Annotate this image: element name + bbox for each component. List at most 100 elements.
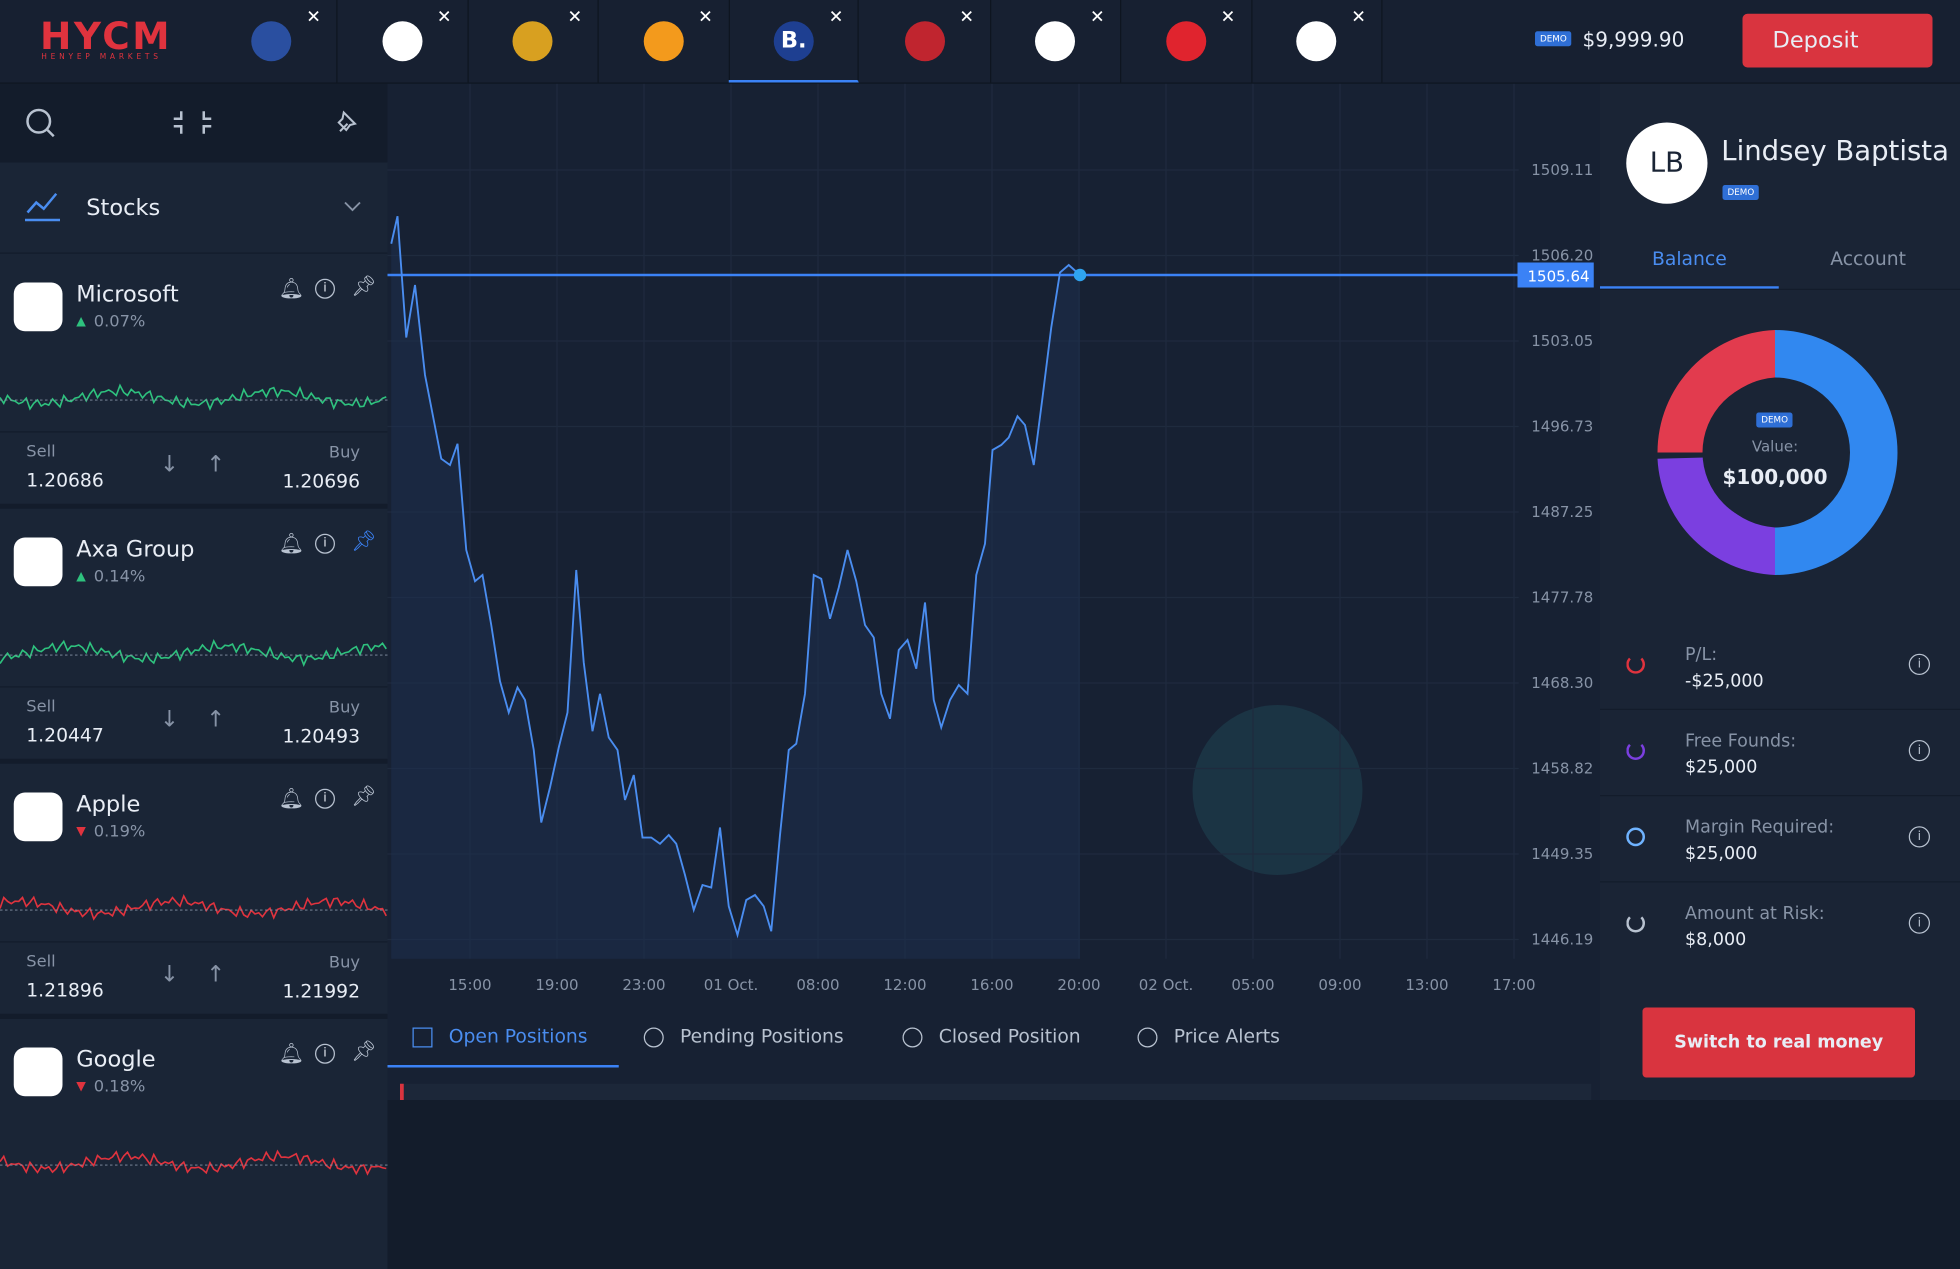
tab[interactable]: ✕ (598, 0, 730, 83)
alert-icon[interactable]: 🔔︎ (278, 786, 305, 810)
instrument-card[interactable]: Axa Group ▲ 0.14% Sell 1.20447 Buy 1.20493 ↓ ↑ 🔔︎… (0, 508, 388, 759)
logo: HYCM (40, 15, 173, 59)
tab-close[interactable]: ✕ (828, 7, 844, 28)
sell-price[interactable]: 1.20447 (26, 723, 104, 747)
sparkline (0, 383, 388, 411)
alert-icon[interactable]: 🔔︎ (278, 531, 305, 555)
tab-icon (412, 1027, 433, 1048)
pin-icon[interactable]: 📌︎ (351, 273, 377, 298)
current-price: 1505.64 (1528, 267, 1590, 285)
pin-icon[interactable]: 📌︎ (351, 783, 377, 808)
arrow-down: ↓ (160, 451, 179, 478)
tab-icon (643, 1027, 664, 1048)
donut-badge: DEMO (1756, 412, 1793, 428)
tab-icon (381, 21, 422, 62)
stat-value: $25,000 (1685, 757, 1758, 778)
buy-price[interactable]: 1.21992 (282, 980, 360, 1003)
tab[interactable]: B. ✕ (728, 0, 859, 83)
tab-icon (1035, 21, 1075, 62)
sell-price[interactable]: 1.21896 (26, 978, 104, 1002)
tab[interactable]: ✕ (859, 0, 991, 83)
balance[interactable]: $9,999.90 (1582, 27, 1685, 52)
bottom-tabs: Open Positions Pending Positions Closed Po… (387, 1015, 1601, 1068)
tab[interactable]: ✕ (206, 0, 338, 83)
alert-icon[interactable]: 🔔︎ (278, 276, 305, 300)
bottom-tab[interactable]: Price Alerts (1137, 1015, 1280, 1068)
buy-label: Buy (328, 443, 360, 463)
donut-segment (1775, 330, 1898, 575)
tab-close[interactable]: ✕ (959, 7, 975, 28)
info-icon[interactable]: i (315, 278, 335, 299)
y-label: 1477.78 (1531, 589, 1593, 607)
info-icon[interactable]: i (1908, 653, 1930, 675)
sell-label: Sell (26, 442, 56, 462)
instrument-name: Axa Group (76, 536, 195, 563)
tab-close[interactable]: ✕ (306, 7, 321, 28)
instrument-icon (13, 792, 63, 842)
chevron (344, 201, 361, 212)
buy-price[interactable]: 1.20696 (282, 470, 360, 493)
tab-close[interactable]: ✕ (1351, 7, 1366, 28)
tab-close[interactable]: ✕ (1220, 7, 1236, 28)
tab-icon (1296, 21, 1337, 62)
tab[interactable]: ✕ (468, 0, 599, 83)
stat-label: Amount at Risk: (1685, 903, 1825, 924)
info-icon[interactable]: i (1908, 826, 1930, 848)
alert-icon[interactable]: 🔔︎ (278, 1041, 305, 1065)
bottom-tab[interactable]: Open Positions (412, 1015, 588, 1068)
donut-value: $100,000 (1722, 465, 1828, 489)
instrument-card[interactable]: Google ▼ 0.18% 🔔︎ i 📌︎ (0, 1018, 388, 1269)
pin-icon[interactable]: 📌︎ (351, 1038, 377, 1063)
buy-price[interactable]: 1.20493 (282, 725, 360, 748)
price-chart: 1509.11 1506.20 1503.05 1496.73 1487.25 1477.… (387, 83, 1600, 1015)
y-label: 1487.25 (1531, 503, 1593, 521)
search-icon[interactable] (26, 108, 52, 134)
instrument-card[interactable]: Apple ▼ 0.19% Sell 1.21896 Buy 1.21992 ↓ ↑ 🔔︎ i 📌︎ (0, 763, 388, 1014)
sparkline-path (0, 383, 387, 411)
tabs-divider (1600, 288, 1960, 290)
info-icon[interactable]: i (315, 788, 335, 809)
info-icon[interactable]: i (315, 533, 335, 554)
instrument-card[interactable]: Microsoft ▲ 0.07% Sell 1.20686 Buy 1.20696 ↓ ↑ 🔔︎… (0, 253, 388, 504)
switch-button[interactable]: Switch to real money (1642, 1007, 1915, 1078)
demo-badge: DEMO (1535, 31, 1572, 47)
donut (1657, 330, 1898, 575)
sparkline (0, 639, 388, 668)
pin-icon[interactable]: 📌︎ (351, 528, 377, 553)
watermark (1192, 705, 1363, 875)
tab-close[interactable]: ✕ (436, 7, 452, 28)
y-label: 1468.30 (1531, 674, 1593, 692)
instrument-name: Google (76, 1046, 156, 1073)
stat-icon (1626, 827, 1645, 847)
info-icon[interactable]: i (1908, 740, 1930, 762)
x-label: 19:00 (535, 976, 578, 994)
info-icon[interactable]: i (1908, 912, 1930, 934)
tab-close[interactable]: ✕ (567, 7, 583, 28)
tab[interactable]: ✕ (1121, 0, 1252, 83)
tab[interactable]: ✕ (990, 0, 1122, 83)
tab-close[interactable]: ✕ (1090, 7, 1105, 28)
stat-value: $25,000 (1685, 843, 1758, 864)
info-icon[interactable]: i (315, 1043, 335, 1064)
sell-price[interactable]: 1.20686 (26, 468, 104, 492)
profile-tab[interactable]: Account (1830, 247, 1906, 271)
deposit-button[interactable]: Deposit (1742, 13, 1933, 68)
bottom-tab[interactable]: Closed Position (902, 1015, 1081, 1068)
tab-close[interactable]: ✕ (698, 7, 713, 28)
instrument-icon (13, 282, 63, 332)
profile-panel: LB Lindsey Baptista DEMO Balance Account … (1600, 83, 1960, 1100)
tab[interactable]: ✕ (1251, 0, 1383, 83)
category-select[interactable]: Stocks (0, 162, 388, 253)
change-arrow: ▲ (76, 570, 86, 584)
pin-icon[interactable] (337, 110, 357, 132)
collapse-icon[interactable] (173, 111, 212, 134)
buy-label: Buy (328, 698, 360, 718)
instrument-name: Microsoft (76, 281, 179, 308)
profile-tab[interactable]: Balance (1600, 234, 1779, 289)
bottom-tab[interactable]: Pending Positions (643, 1015, 844, 1068)
tab[interactable]: ✕ (337, 0, 469, 83)
x-label: 05:00 (1231, 976, 1274, 994)
x-label: 13:00 (1405, 976, 1448, 994)
